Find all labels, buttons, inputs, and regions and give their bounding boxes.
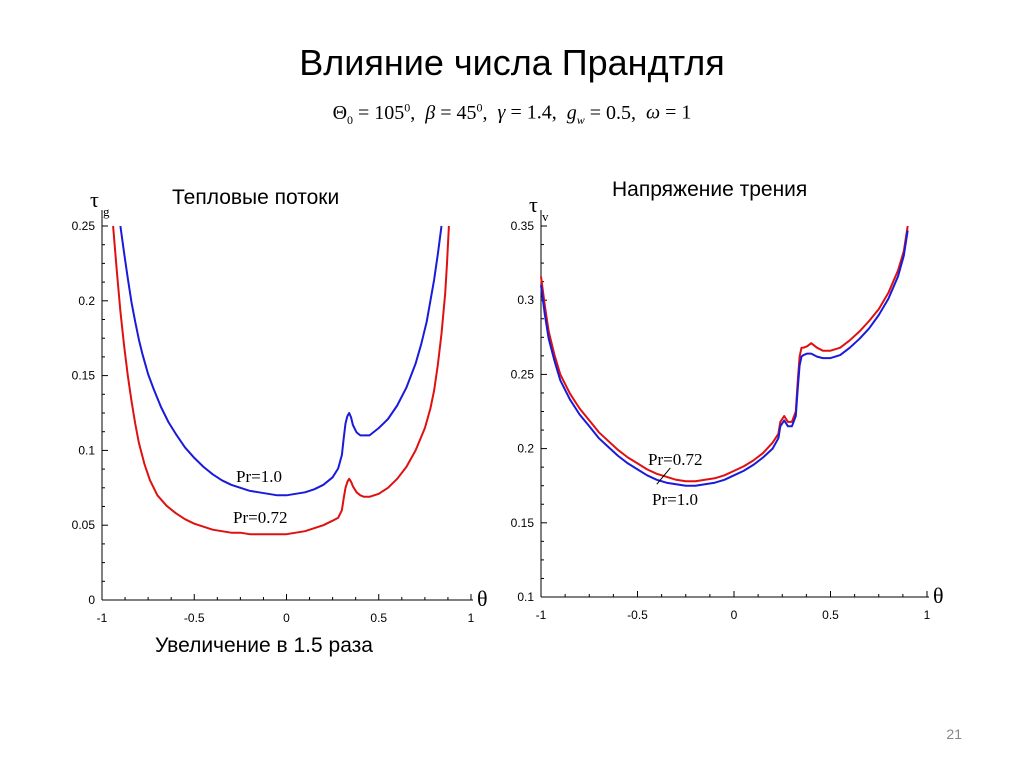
series-line-b <box>540 230 909 487</box>
x-axis-label: θ <box>477 586 488 611</box>
x-tick-label: 1 <box>468 611 475 625</box>
y-tick-label: 0.3 <box>517 293 534 307</box>
x-tick-label: -0.5 <box>184 611 205 625</box>
x-tick-label: 0.5 <box>822 608 839 622</box>
series-line-a <box>540 225 909 483</box>
y-tick-label: 0.35 <box>511 219 535 233</box>
page-number: 21 <box>946 726 962 742</box>
y-axis-label-subscript: v <box>542 209 549 224</box>
y-tick-label: 0.05 <box>72 518 96 532</box>
left-chart-caption: Тепловые потоки <box>172 186 340 209</box>
y-tick-label: 0 <box>88 593 95 607</box>
x-tick-label: 0 <box>283 611 290 625</box>
friction-stress-chart: -1 -0.5 0 0.5 1 0.1 0.15 0.2 0.25 0.3 0.35 τ v θ Pr=0.… <box>511 192 944 622</box>
y-tick-label: 0.25 <box>511 367 535 381</box>
series-label: Pr=1.0 <box>652 490 698 509</box>
series-label: Pr=0.72 <box>233 508 287 527</box>
param-beta: β = 450, <box>425 100 498 124</box>
y-tick-label: 0.1 <box>517 590 534 604</box>
x-tick-label: -1 <box>97 611 108 625</box>
series-line-b <box>112 225 450 536</box>
x-axis-label: θ <box>933 583 944 608</box>
y-tick-label: 0.15 <box>72 369 96 383</box>
series-line-a <box>119 225 443 497</box>
y-tick-label: 0.2 <box>517 442 534 456</box>
slide-title: Влияние числа Прандтля <box>299 42 725 83</box>
x-tick-label: -1 <box>536 608 547 622</box>
x-tick-label: 0 <box>731 608 738 622</box>
param-gw: gw = 0.5, <box>566 101 637 127</box>
y-axis-label: τ <box>90 187 99 212</box>
param-gamma: γ = 1.4, <box>497 101 557 124</box>
x-tick-label: 0.5 <box>370 611 387 625</box>
heat-flux-chart: -1 -0.5 0 0.5 1 0 0.05 0.1 0.15 0.2 0.25 τ g θ Pr=1.0 P… <box>72 187 488 625</box>
y-tick-label: 0.15 <box>511 516 535 530</box>
x-tick-label: 1 <box>924 608 931 622</box>
right-chart-caption: Напряжение трения <box>612 178 808 201</box>
label-leader-line <box>656 467 671 485</box>
param-theta0: Θ0 = 1050, <box>332 100 426 127</box>
series-label: Pr=0.72 <box>648 450 702 469</box>
left-chart-note: Увеличение в 1.5 раза <box>155 634 373 657</box>
y-tick-label: 0.1 <box>78 443 95 457</box>
series-label: Pr=1.0 <box>236 467 282 486</box>
x-tick-label: -0.5 <box>627 608 648 622</box>
y-axis-label-subscript: g <box>103 204 110 219</box>
y-tick-label: 0.25 <box>72 219 96 233</box>
y-tick-label: 0.2 <box>78 294 95 308</box>
y-axis-label: τ <box>529 192 538 217</box>
parameter-line: Θ0 = 1050, β = 450, γ = 1.4, gw = 0.5, ω… <box>0 100 1024 128</box>
param-omega: ω = 1 <box>646 101 692 124</box>
